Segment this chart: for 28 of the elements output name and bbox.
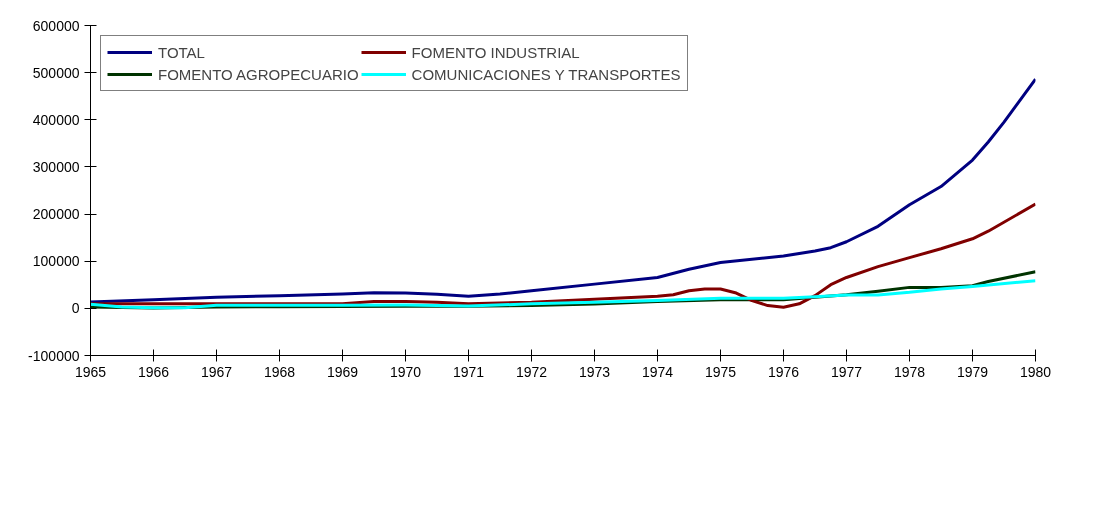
y-tick-label: 300000 <box>32 158 80 175</box>
y-tick-label: 400000 <box>32 111 80 128</box>
y-tick-label: 0 <box>71 300 80 317</box>
x-tick-label: 1974 <box>641 363 674 380</box>
x-tick-label: 1969 <box>326 363 359 380</box>
x-tick-label: 1970 <box>389 363 422 380</box>
x-tick-label: 1976 <box>767 363 800 380</box>
x-tick-label: 1971 <box>452 363 485 380</box>
x-tick-label: 1977 <box>830 363 863 380</box>
x-tick-label: 1965 <box>74 363 107 380</box>
x-tick-label: 1975 <box>704 363 737 380</box>
x-tick-label: 1979 <box>956 363 989 380</box>
y-tick-label: 200000 <box>32 206 80 223</box>
x-tick-label: 1972 <box>515 363 548 380</box>
legend-label: FOMENTO AGROPECUARIO <box>158 65 359 83</box>
x-tick-label: 1968 <box>263 363 296 380</box>
legend-label: FOMENTO INDUSTRIAL <box>411 43 580 61</box>
legend-label: COMUNICACIONES Y TRANSPORTES <box>411 65 681 83</box>
x-tick-label: 1973 <box>578 363 611 380</box>
x-tick-label: 1966 <box>137 363 170 380</box>
y-tick-label: 500000 <box>32 64 80 81</box>
y-tick-label: 100000 <box>32 253 80 270</box>
x-tick-label: 1978 <box>893 363 926 380</box>
y-tick-label: 600000 <box>32 17 80 34</box>
x-tick-label: 1967 <box>200 363 233 380</box>
y-tick-label: -100000 <box>28 347 80 364</box>
legend-label: TOTAL <box>158 43 205 61</box>
x-tick-label: 1980 <box>1019 363 1052 380</box>
